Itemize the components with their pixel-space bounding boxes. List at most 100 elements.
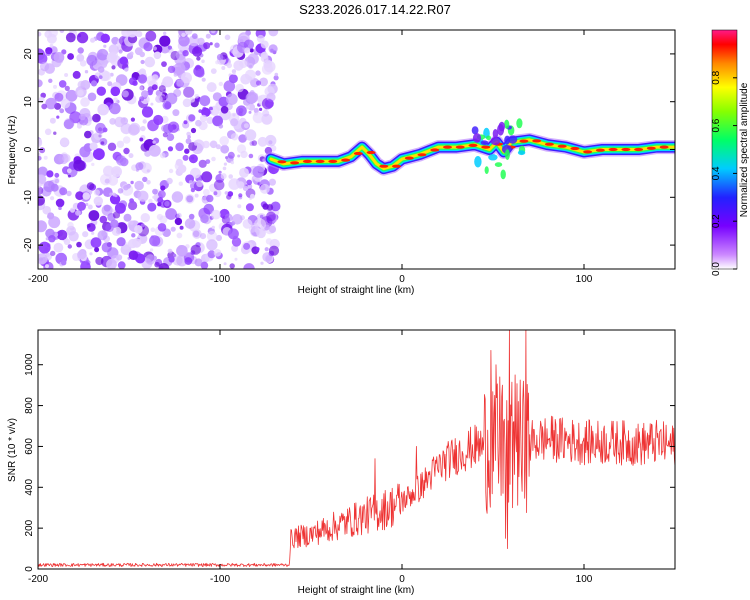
noise-blob	[209, 140, 218, 149]
noise-blob	[91, 162, 95, 167]
noise-blob	[200, 214, 209, 224]
noise-blob	[196, 180, 204, 188]
noise-blob	[116, 237, 126, 247]
noise-blob	[239, 167, 249, 178]
noise-blob	[67, 174, 71, 178]
noise-blob	[44, 30, 52, 39]
noise-blob	[158, 263, 170, 269]
noise-blob	[168, 168, 174, 174]
noise-blob	[139, 51, 145, 58]
noise-blob	[254, 218, 267, 231]
noise-blob	[243, 242, 251, 250]
signal-peak	[583, 150, 593, 154]
noise-blob	[201, 107, 211, 118]
snr-x-ticks: -200 -100 0 100	[28, 330, 593, 585]
noise-blob	[135, 162, 144, 171]
noise-blob	[94, 247, 100, 253]
snr-panel: -200 -100 0 100 0 200 400 600 800 1000 Height of…	[7, 329, 676, 596]
noise-blob	[203, 188, 210, 196]
noise-blob	[227, 228, 239, 240]
noise-blob	[211, 156, 216, 162]
noise-blob	[54, 178, 60, 184]
noise-blob	[128, 238, 138, 249]
noise-blob	[259, 214, 264, 219]
noise-blob	[198, 159, 207, 168]
noise-blob	[270, 48, 274, 53]
noise-blob	[116, 155, 127, 166]
noise-blob	[117, 188, 124, 194]
noise-blob	[245, 69, 256, 81]
noise-blob	[188, 114, 196, 122]
noise-blob	[101, 204, 113, 216]
noise-blob	[93, 148, 105, 161]
signal-peak	[634, 147, 644, 152]
noise-blob	[220, 144, 230, 154]
noise-blob	[121, 30, 130, 37]
noise-blob	[265, 134, 277, 147]
noise-blob	[96, 48, 109, 61]
signal-track-layer	[264, 118, 675, 180]
noise-blob	[237, 204, 242, 209]
snr-x-label: Height of straight line (km)	[298, 585, 415, 596]
noise-blob	[38, 138, 43, 146]
noise-blob	[226, 194, 232, 200]
noise-blob	[246, 91, 259, 104]
signal-peak	[519, 139, 529, 143]
noise-blob	[38, 195, 45, 206]
noise-blob	[91, 231, 95, 235]
noise-blob	[139, 137, 144, 142]
noise-blob	[73, 159, 86, 172]
noise-blob	[54, 172, 60, 178]
noise-blob	[53, 52, 65, 63]
noise-blob	[109, 194, 121, 205]
noise-blob	[167, 45, 172, 50]
noise-blob	[182, 50, 189, 57]
noise-blob	[112, 209, 116, 213]
noise-blob	[228, 178, 240, 190]
noise-blob	[224, 191, 229, 195]
noise-blob	[38, 186, 44, 196]
noise-blob	[250, 227, 260, 237]
noise-blob	[200, 261, 209, 269]
noise-blob	[261, 63, 273, 75]
noise-blob	[65, 89, 78, 102]
signal-peak	[595, 148, 605, 152]
noise-blob	[243, 263, 255, 269]
noise-blob	[183, 86, 195, 98]
noise-blob	[117, 261, 126, 269]
noise-blob	[121, 183, 134, 196]
noise-blob	[205, 33, 211, 39]
noise-blob	[259, 77, 268, 87]
noise-blob	[181, 32, 186, 38]
noise-blob	[246, 179, 252, 186]
noise-blob	[39, 147, 46, 154]
noise-blob	[38, 182, 42, 188]
noise-blob	[38, 166, 48, 177]
noise-blob	[162, 100, 172, 110]
snr-y-label: SNR (10 * v/v)	[7, 418, 18, 482]
noise-blob	[85, 202, 89, 206]
snr-y-tick-label: 600	[24, 438, 35, 455]
snr-y-tick-label: 1000	[24, 353, 35, 376]
signal-scatter-blob	[504, 149, 510, 161]
noise-blob	[50, 196, 55, 201]
snr-y-tick-label: 200	[24, 519, 35, 536]
noise-blob	[190, 127, 197, 134]
noise-blob	[164, 201, 170, 207]
signal-scatter-blob	[504, 119, 510, 129]
noise-blob	[80, 97, 90, 107]
noise-blob	[109, 102, 121, 115]
noise-blob	[268, 245, 280, 256]
noise-blob	[270, 201, 281, 212]
noise-blob	[76, 54, 85, 62]
noise-blob	[191, 33, 198, 39]
noise-blob	[88, 117, 93, 122]
noise-blob	[183, 252, 195, 263]
signal-peak	[430, 148, 440, 152]
spectrogram-x-tick-label: 100	[576, 274, 593, 285]
noise-blob	[265, 238, 273, 245]
noise-blob	[264, 99, 274, 109]
noise-blob	[144, 92, 148, 96]
noise-blob	[104, 178, 110, 184]
noise-blob	[53, 131, 57, 135]
